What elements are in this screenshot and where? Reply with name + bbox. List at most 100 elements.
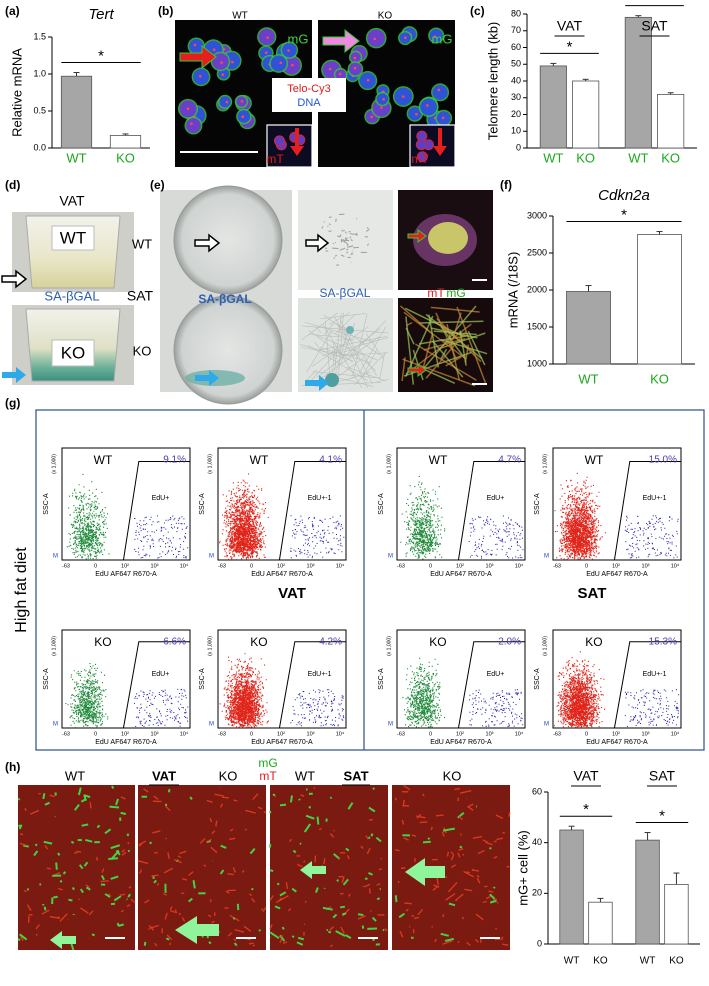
telomere <box>198 74 202 78</box>
x-axis-label: EdU AF647 R670-A <box>251 571 313 578</box>
fiber <box>208 941 212 945</box>
fiber <box>340 905 346 909</box>
fiber <box>485 841 493 846</box>
fiber <box>109 805 120 809</box>
fiber <box>405 908 409 912</box>
fiber <box>447 882 458 893</box>
fiber <box>49 915 61 919</box>
fiber <box>18 824 23 830</box>
fiber <box>17 797 21 801</box>
gate-percent: 15.0% <box>649 455 677 466</box>
x-tick-label: 0 <box>250 563 253 569</box>
cell <box>338 348 357 354</box>
x-tick-label: -63 <box>397 731 405 737</box>
fiber <box>472 835 483 839</box>
x-tick-label: 10² <box>612 563 620 569</box>
telomere <box>231 60 234 64</box>
image-label: WT <box>232 11 248 22</box>
fiber <box>335 930 346 937</box>
fiber <box>501 943 509 946</box>
x-axis-label: EdU AF647 R670-A <box>251 739 313 746</box>
fiber <box>77 787 82 796</box>
cell <box>354 351 387 386</box>
telomere <box>433 35 437 38</box>
fiber <box>413 916 420 920</box>
bar <box>637 234 682 365</box>
fiber <box>394 797 397 801</box>
telomere <box>338 72 342 76</box>
telomere <box>241 115 245 119</box>
x-tick-label: -63 <box>218 731 226 737</box>
cell <box>459 330 467 366</box>
fiber <box>347 802 354 810</box>
y-axis-label: SSC-A <box>199 668 206 690</box>
plot-title: KO <box>429 635 446 649</box>
panel-label: (f) <box>500 178 512 192</box>
fiber <box>297 863 303 868</box>
y-axis-scale: (x 1,000) <box>207 454 213 474</box>
fiber <box>85 838 93 843</box>
telomere <box>240 100 244 103</box>
fiber <box>442 827 455 832</box>
fiber <box>211 920 215 924</box>
cell <box>339 234 342 238</box>
fiber <box>263 810 267 814</box>
cell <box>334 352 388 356</box>
fiber <box>164 912 168 920</box>
fiber <box>214 793 224 797</box>
fiber <box>341 912 347 916</box>
fiber <box>466 871 470 874</box>
arrow <box>322 28 360 54</box>
x-tick-label: -63 <box>553 731 561 737</box>
fiber <box>493 855 498 859</box>
fiber <box>80 798 87 803</box>
stain-label: SA-βGAL <box>44 288 99 303</box>
cell <box>358 326 387 375</box>
bar <box>624 16 652 149</box>
fiber <box>495 927 498 930</box>
fiber <box>220 844 227 849</box>
plot-title: WT <box>250 453 269 467</box>
telomere <box>382 97 385 101</box>
fiber <box>49 794 55 798</box>
cell <box>405 316 415 385</box>
x-tick-label: 10⁴ <box>671 562 680 569</box>
fiber <box>164 805 171 812</box>
telomere <box>264 51 268 55</box>
fiber <box>115 849 121 856</box>
fiber <box>476 877 481 884</box>
cell <box>334 254 338 257</box>
fiber <box>165 937 170 941</box>
fiber <box>432 885 439 891</box>
cell <box>349 236 352 239</box>
fiber <box>219 803 224 808</box>
plot-title: WT <box>429 453 448 467</box>
cell <box>328 312 351 325</box>
x-axis-label: EdU AF647 R670-A <box>95 571 157 578</box>
gate-percent: 15.3% <box>649 637 677 648</box>
x-tick-label: 10² <box>277 731 285 737</box>
gate-percent: 4.1% <box>319 455 342 466</box>
fiber <box>326 928 329 932</box>
arrow <box>405 858 445 886</box>
plot-title: KO <box>250 635 267 649</box>
fiber <box>440 932 450 937</box>
y-tick-label: 1.5 <box>33 31 46 41</box>
fiber <box>463 870 475 878</box>
fiber <box>476 874 480 878</box>
x-tick-label: KO <box>669 956 684 967</box>
row-label: SAT <box>127 288 154 304</box>
image-label: SAT <box>343 768 368 783</box>
fiber <box>70 943 75 951</box>
cell <box>401 357 406 382</box>
fiber <box>404 902 412 905</box>
x-tick-label: WT <box>640 956 656 967</box>
gate-label: EdU+-1 <box>308 495 332 502</box>
x-tick-label: -63 <box>553 563 561 569</box>
fiber <box>495 814 504 819</box>
fiber <box>489 893 496 900</box>
row-label: WT <box>132 236 152 251</box>
fiber <box>485 895 491 900</box>
cell <box>345 237 348 240</box>
gate-label: EdU+ <box>152 671 170 678</box>
